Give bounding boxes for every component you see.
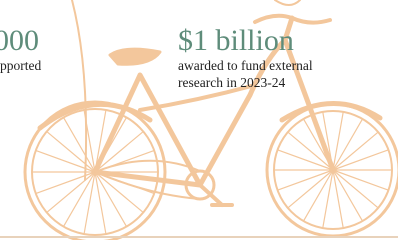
stat-caption: awarded to fund external research in 202… xyxy=(178,57,338,91)
stat-figure: 000 xyxy=(0,26,39,56)
spoke xyxy=(289,170,333,207)
spoke xyxy=(37,172,95,193)
spoke xyxy=(333,150,388,170)
spoke xyxy=(48,132,95,172)
rear-fender xyxy=(40,104,150,128)
spoke xyxy=(333,133,377,170)
spoke xyxy=(48,172,95,212)
spoke xyxy=(278,170,333,190)
pedal xyxy=(200,185,232,205)
spoke xyxy=(333,170,377,207)
page: 000 pported $1 billion awarded to fund e… xyxy=(0,0,398,240)
top-curl xyxy=(275,0,300,5)
stat-caption: pported xyxy=(0,57,41,74)
saddle xyxy=(110,49,160,64)
stat-figure: $1 billion xyxy=(178,26,294,56)
spoke xyxy=(333,170,388,190)
